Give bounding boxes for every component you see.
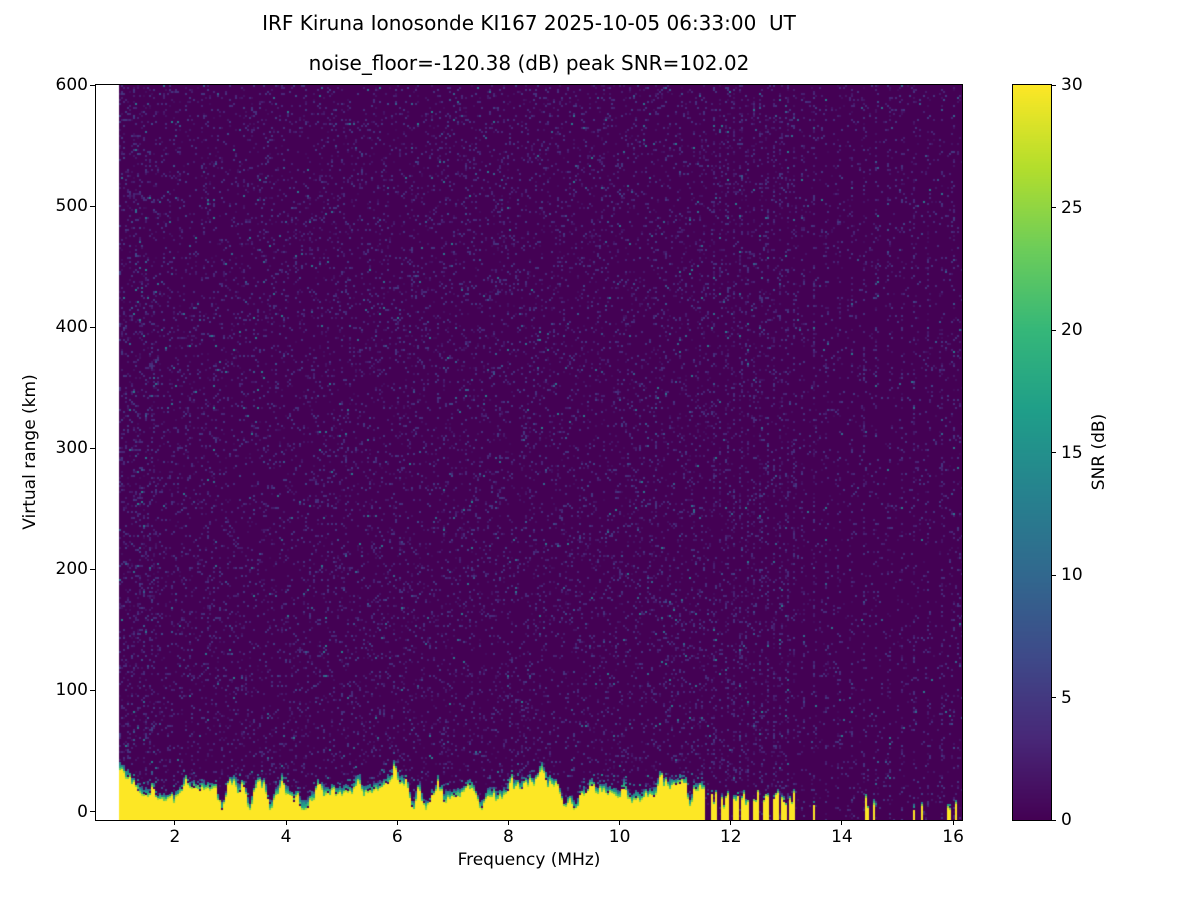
colorbar-tick-mark [1052, 207, 1056, 208]
colorbar-tick-mark [1052, 819, 1056, 821]
y-tick-mark [90, 811, 96, 813]
ionogram-heatmap-canvas [96, 85, 962, 820]
chart-title: IRF Kiruna Ionosonde KI167 2025-10-05 06… [262, 11, 796, 35]
colorbar-tick-label: 20 [1061, 320, 1083, 340]
y-tick-label: 100 [55, 680, 88, 701]
colorbar-tick-label: 30 [1061, 75, 1083, 95]
colorbar-tick-label: 25 [1061, 197, 1083, 218]
x-tick-label: 4 [280, 827, 292, 847]
colorbar [1012, 84, 1052, 821]
y-tick-mark [90, 326, 96, 328]
x-tick-label: 6 [391, 827, 403, 847]
colorbar-label: SNR (dB) [1089, 413, 1109, 491]
colorbar-tick-mark [1052, 329, 1056, 331]
x-tick-label: 10 [608, 827, 631, 847]
colorbar-tick-mark [1052, 452, 1056, 453]
x-tick-label: 16 [942, 827, 964, 847]
x-axis-label: Frequency (MHz) [457, 850, 601, 870]
y-tick-label: 600 [55, 75, 88, 95]
colorbar-tick-label: 10 [1061, 565, 1083, 585]
x-tick-mark [730, 820, 732, 825]
x-tick-mark [952, 820, 954, 825]
chart-subtitle: noise_floor=-120.38 (dB) peak SNR=102.02 [308, 51, 750, 75]
x-tick-mark [619, 820, 621, 825]
colorbar-tick-label: 15 [1061, 442, 1083, 463]
x-tick-label: 14 [831, 827, 853, 847]
colorbar-tick-mark [1052, 697, 1056, 698]
y-tick-label: 500 [55, 196, 88, 217]
x-tick-mark [841, 820, 843, 825]
y-tick-mark [90, 689, 96, 691]
colorbar-tick-mark [1052, 84, 1056, 86]
y-tick-label: 0 [77, 801, 88, 822]
y-tick-label: 300 [55, 438, 88, 459]
y-tick-mark [90, 568, 96, 570]
x-tick-label: 12 [719, 827, 742, 847]
y-tick-label: 400 [55, 317, 88, 338]
colorbar-tick-label: 5 [1061, 687, 1072, 708]
x-tick-mark [174, 820, 176, 825]
y-axis-label: Virtual range (km) [20, 374, 40, 530]
y-tick-label: 200 [55, 559, 88, 580]
x-tick-label: 8 [503, 827, 514, 847]
x-tick-mark [396, 820, 398, 825]
x-tick-label: 2 [169, 827, 181, 847]
colorbar-tick-mark [1052, 574, 1056, 576]
y-tick-mark [90, 84, 96, 86]
y-tick-mark [90, 205, 96, 207]
colorbar-tick-label: 0 [1061, 810, 1072, 830]
x-tick-mark [507, 820, 509, 825]
y-tick-mark [90, 447, 96, 449]
x-tick-mark [285, 820, 287, 825]
